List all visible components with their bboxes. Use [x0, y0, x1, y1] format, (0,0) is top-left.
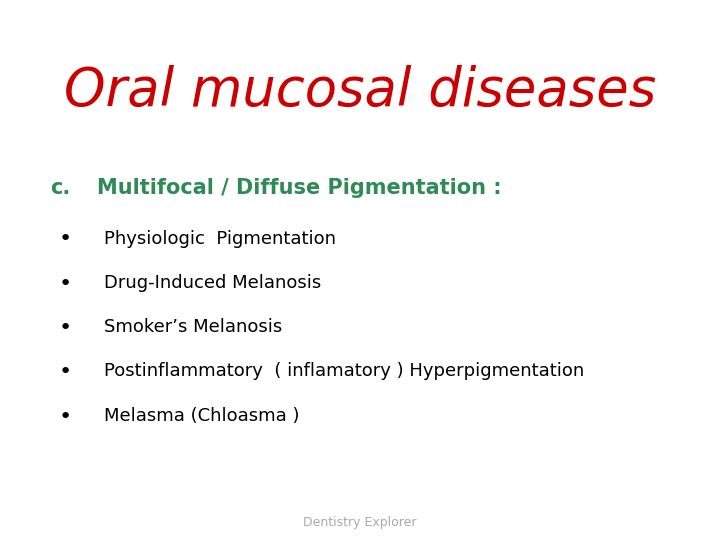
Text: c.: c. — [50, 178, 71, 198]
Text: •: • — [58, 407, 71, 427]
Text: Smoker’s Melanosis: Smoker’s Melanosis — [104, 318, 283, 336]
Text: •: • — [58, 274, 71, 294]
Text: Dentistry Explorer: Dentistry Explorer — [303, 516, 417, 529]
Text: Postinflammatory  ( inflamatory ) Hyperpigmentation: Postinflammatory ( inflamatory ) Hyperpi… — [104, 362, 585, 380]
Text: •: • — [58, 362, 71, 382]
Text: Melasma (Chloasma ): Melasma (Chloasma ) — [104, 407, 300, 424]
Text: Physiologic  Pigmentation: Physiologic Pigmentation — [104, 230, 336, 247]
Text: •: • — [58, 230, 71, 249]
Text: Oral mucosal diseases: Oral mucosal diseases — [64, 65, 656, 117]
Text: Multifocal / Diffuse Pigmentation :: Multifocal / Diffuse Pigmentation : — [97, 178, 502, 198]
Text: •: • — [58, 318, 71, 338]
Text: Drug-Induced Melanosis: Drug-Induced Melanosis — [104, 274, 322, 292]
